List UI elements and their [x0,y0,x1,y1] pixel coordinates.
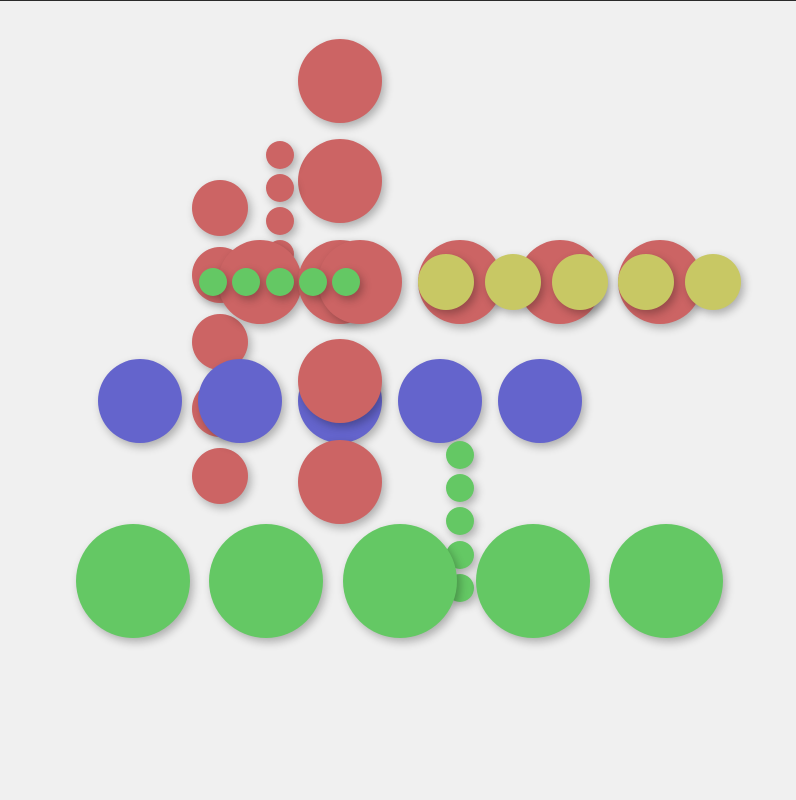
green-ball[interactable] [446,474,474,502]
blue-ball[interactable] [398,359,482,443]
green-ball[interactable] [446,441,474,469]
yellow-ball[interactable] [685,254,741,310]
green-ball[interactable] [609,524,723,638]
green-ball[interactable] [332,268,360,296]
red-ball[interactable] [192,448,248,504]
yellow-ball[interactable] [485,254,541,310]
yellow-ball[interactable] [552,254,608,310]
green-ball[interactable] [476,524,590,638]
green-ball[interactable] [232,268,260,296]
green-ball[interactable] [446,507,474,535]
red-ball[interactable] [192,180,248,236]
red-ball[interactable] [266,207,294,235]
green-ball[interactable] [299,268,327,296]
green-ball[interactable] [199,268,227,296]
red-ball[interactable] [298,339,382,423]
red-ball[interactable] [318,240,402,324]
yellow-ball[interactable] [618,254,674,310]
green-ball[interactable] [76,524,190,638]
green-ball[interactable] [343,524,457,638]
red-ball[interactable] [266,141,294,169]
red-ball[interactable] [298,139,382,223]
green-ball[interactable] [266,268,294,296]
blue-ball[interactable] [498,359,582,443]
blue-ball[interactable] [98,359,182,443]
yellow-ball[interactable] [418,254,474,310]
green-ball[interactable] [209,524,323,638]
blue-ball[interactable] [198,359,282,443]
red-ball[interactable] [298,39,382,123]
red-ball[interactable] [266,174,294,202]
red-ball[interactable] [298,440,382,524]
